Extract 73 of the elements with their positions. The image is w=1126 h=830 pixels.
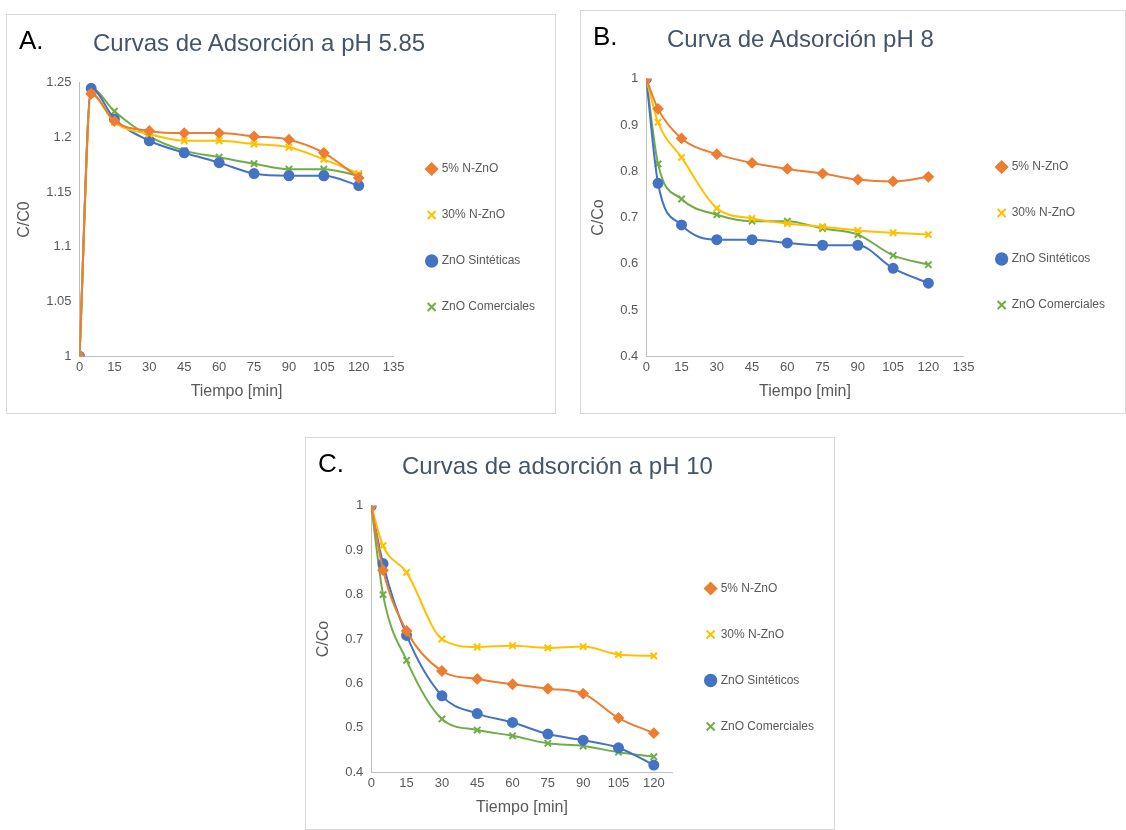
legend-label: ZnO Sintéticos — [1011, 251, 1091, 266]
x-tick-label: 75 — [246, 358, 262, 374]
x-tick-label: 120 — [642, 774, 665, 790]
legend-label: 30% N-ZnO — [441, 207, 505, 222]
legend-label: ZnO Sintéticas — [441, 253, 521, 268]
x-tick-label: 15 — [107, 358, 122, 374]
x-tick-label: 15 — [399, 774, 414, 790]
x-axis-title: Tiempo [min] — [759, 381, 851, 399]
x-tick-label: 120 — [917, 358, 940, 374]
y-tick-label: 0.8 — [620, 162, 639, 178]
y-tick-label: 1.2 — [53, 129, 72, 145]
x-axis-title: Tiempo [min] — [190, 381, 283, 399]
x-tick-label: 105 — [312, 358, 335, 374]
legend-label: 5% N-ZnO — [720, 580, 778, 595]
x-tick-label: 90 — [281, 358, 297, 374]
x-tick-label: 90 — [575, 774, 591, 790]
y-tick-label: 0.4 — [620, 347, 639, 363]
chart-title: Curvas de adsorción a pH 10 — [402, 452, 713, 480]
x-tick-label: 15 — [674, 358, 689, 374]
y-tick-label: 1.05 — [46, 293, 72, 309]
y-axis-title: C/Co — [314, 620, 332, 658]
x-axis-title: Tiempo [min] — [476, 797, 568, 815]
y-tick-label: 1.25 — [46, 74, 72, 90]
chart-title: Curva de Adsorción pH 8 — [667, 25, 934, 53]
y-tick-label: 0.5 — [620, 301, 639, 317]
y-tick-label: 1.1 — [53, 238, 72, 254]
x-tick-label: 30 — [142, 358, 157, 374]
x-tick-label: 60 — [780, 358, 795, 374]
y-tick-label: 0.9 — [345, 541, 364, 557]
x-tick-label: 45 — [744, 358, 760, 374]
x-tick-label: 75 — [540, 774, 556, 790]
y-tick-label: 0.7 — [345, 630, 364, 646]
legend-label: ZnO Comerciales — [441, 299, 535, 314]
x-tick-label: 45 — [176, 358, 192, 374]
x-tick-label: 75 — [815, 358, 830, 374]
text: B. — [593, 21, 618, 52]
text: C. — [318, 448, 344, 479]
y-tick-label: 0.6 — [620, 255, 639, 271]
legend-label: ZnO Sintéticos — [720, 672, 800, 687]
x-tick-label: 135 — [952, 358, 975, 374]
y-tick-label: 0.5 — [345, 719, 364, 735]
x-tick-label: 0 — [642, 358, 650, 374]
y-tick-label: 0.8 — [345, 586, 364, 602]
x-tick-label: 45 — [469, 774, 485, 790]
y-tick-label: 1 — [64, 347, 72, 363]
y-axis-title: C/C0 — [15, 201, 33, 238]
y-tick-label: 1 — [356, 497, 364, 513]
x-tick-label: 30 — [709, 358, 725, 374]
y-tick-label: 0.9 — [620, 116, 639, 132]
x-tick-label: 0 — [75, 358, 84, 374]
x-tick-label: 60 — [505, 774, 520, 790]
text: A. — [19, 25, 44, 56]
x-tick-label: 0 — [367, 774, 375, 790]
x-tick-label: 60 — [211, 358, 227, 374]
y-tick-label: 1.15 — [46, 183, 72, 199]
y-tick-label: 0.7 — [620, 209, 639, 225]
legend-label: 30% N-ZnO — [1011, 205, 1075, 220]
x-tick-label: 30 — [434, 774, 450, 790]
x-tick-label: 120 — [347, 358, 370, 374]
x-tick-label: 135 — [382, 358, 405, 374]
chart-title: Curvas de Adsorción a pH 5.85 — [93, 29, 426, 57]
legend-label: ZnO Comerciales — [1011, 297, 1105, 312]
legend-label: ZnO Comerciales — [720, 718, 814, 733]
x-tick-label: 90 — [850, 358, 866, 374]
y-axis-title: C/Co — [589, 199, 607, 236]
legend-label: 5% N-ZnO — [1011, 159, 1069, 174]
y-tick-label: 0.6 — [345, 674, 364, 690]
x-tick-label: 105 — [607, 774, 630, 790]
x-tick-label: 105 — [882, 358, 904, 374]
y-tick-label: 1 — [631, 70, 639, 86]
y-tick-label: 0.4 — [345, 763, 364, 779]
legend-label: 30% N-ZnO — [720, 626, 784, 641]
legend-label: 5% N-ZnO — [441, 161, 499, 176]
